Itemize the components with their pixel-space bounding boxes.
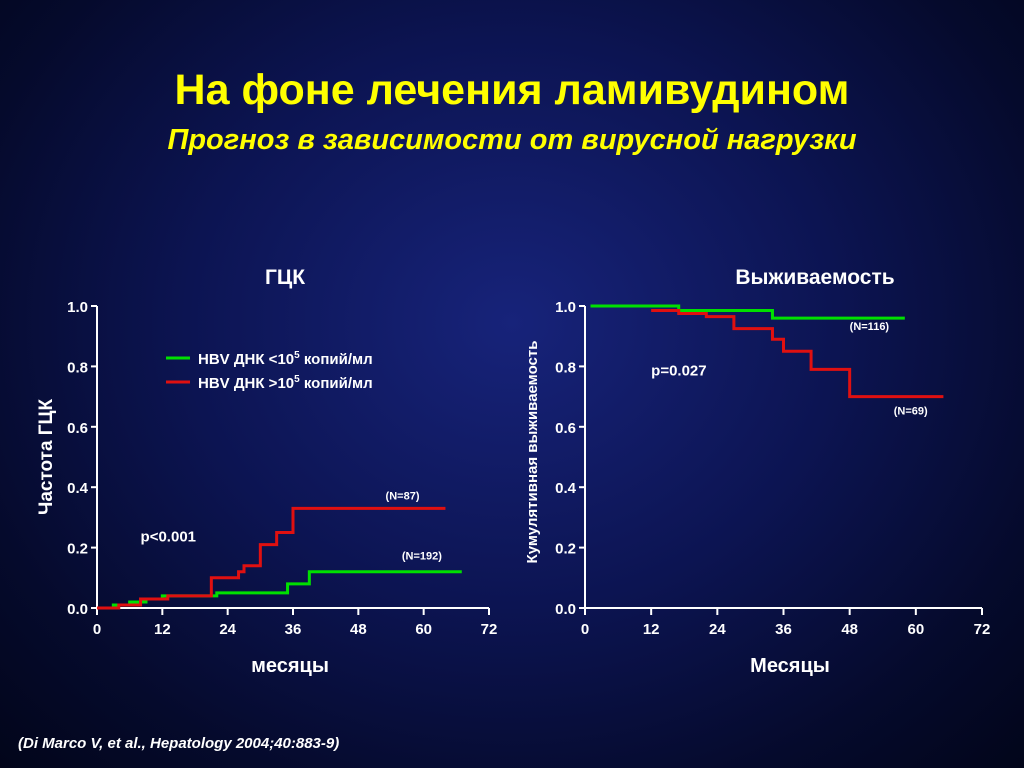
y-tick-label: 0.6 xyxy=(67,420,88,437)
x-tick-label: 72 xyxy=(974,621,991,638)
slide-title: На фоне лечения ламивудином xyxy=(174,66,850,114)
x-tick-label: 0 xyxy=(581,621,589,638)
x-tick-label: 36 xyxy=(285,621,302,638)
n-count-annotation: (N=116) xyxy=(850,321,890,333)
chart-title: ГЦК xyxy=(265,266,305,289)
y-tick-label: 1.0 xyxy=(555,299,576,316)
n-count-annotation: (N=69) xyxy=(894,406,928,418)
y-tick-label: 0.4 xyxy=(67,480,89,497)
x-tick-label: 60 xyxy=(415,621,432,638)
series-line-high-viral-load xyxy=(97,506,446,610)
x-tick-label: 48 xyxy=(350,621,367,638)
y-tick-label: 0.0 xyxy=(555,601,576,618)
y-tick-label: 1.0 xyxy=(67,299,88,316)
citation: (Di Marco V, et al., Hepatology 2004;40:… xyxy=(18,735,340,752)
y-tick-label: 0.2 xyxy=(67,541,88,558)
x-tick-label: 48 xyxy=(841,621,858,638)
y-tick-label: 0.2 xyxy=(555,541,576,558)
p-value-annotation: p=0.027 xyxy=(651,362,706,379)
legend-label: HBV ДНК <105 копий/мл xyxy=(198,350,373,368)
y-tick-label: 0.6 xyxy=(555,420,576,437)
x-tick-label: 12 xyxy=(154,621,171,638)
x-axis-label: Месяцы xyxy=(750,655,830,677)
y-tick-label: 0.4 xyxy=(555,480,577,497)
x-tick-label: 60 xyxy=(907,621,924,638)
y-tick-label: 0.0 xyxy=(67,601,88,618)
x-tick-label: 12 xyxy=(643,621,660,638)
x-tick-label: 72 xyxy=(481,621,498,638)
x-tick-label: 0 xyxy=(93,621,101,638)
y-axis-label: Кумулятивная выживаемость xyxy=(524,341,541,564)
p-value-annotation: p<0.001 xyxy=(141,529,196,546)
y-tick-label: 0.8 xyxy=(67,359,88,376)
x-tick-label: 24 xyxy=(709,621,726,638)
x-axis-label: месяцы xyxy=(251,655,329,677)
x-tick-label: 24 xyxy=(219,621,236,638)
n-count-annotation: (N=192) xyxy=(402,551,442,563)
legend-label: HBV ДНК >105 копий/мл xyxy=(198,374,373,392)
series-line-high-viral-load xyxy=(651,309,944,399)
x-tick-label: 36 xyxy=(775,621,792,638)
y-tick-label: 0.8 xyxy=(555,359,576,376)
n-count-annotation: (N=87) xyxy=(386,490,420,502)
slide-subtitle: Прогноз в зависимости от вирусной нагруз… xyxy=(167,124,857,156)
y-axis-label: Частота ГЦК xyxy=(36,399,57,515)
series-line-low-viral-load xyxy=(590,304,905,320)
chart-title: Выживаемость xyxy=(735,266,894,289)
